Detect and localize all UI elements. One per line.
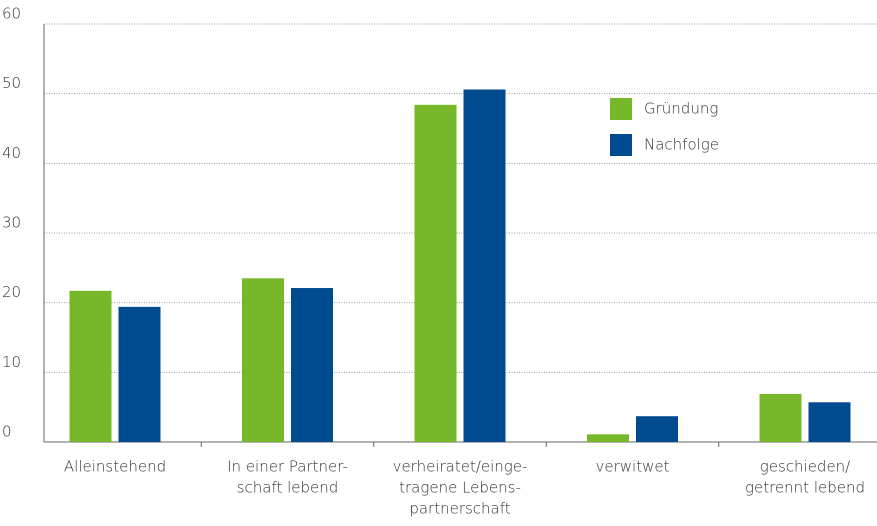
y-tick-label: 10 [2,353,21,371]
bar [414,104,457,443]
y-tick-label: 40 [2,144,21,162]
legend-swatch [610,98,632,120]
x-tick-label: partnerschaft [409,500,510,518]
y-tick-label: 30 [2,214,21,232]
x-tick-label: In einer Partner- [227,458,348,476]
bar [587,434,629,442]
bar [808,402,851,442]
x-tick-label: verwitwet [596,458,670,476]
x-tick-label: tragene Lebens- [399,479,521,497]
y-tick-label: 60 [2,5,21,23]
x-tick-label: schaft lebend [237,479,339,497]
legend-swatch [610,134,632,156]
bar [759,393,802,442]
legend-label: Gründung [644,100,718,118]
x-tick-label: Alleinstehend [64,458,166,476]
y-tick-label: 50 [2,74,21,92]
x-tick-label: geschieden/ [760,458,851,476]
bar [291,288,333,442]
bar [636,416,678,442]
bar [242,278,284,442]
y-tick-label: 20 [2,283,21,301]
y-tick-label: 0 [2,423,12,441]
bar [463,89,506,442]
bar [118,306,161,442]
x-tick-label: getrennt lebend [745,479,865,497]
bar [69,290,112,442]
x-tick-label: verheiratet/einge- [393,458,528,476]
legend-label: Nachfolge [644,136,719,154]
